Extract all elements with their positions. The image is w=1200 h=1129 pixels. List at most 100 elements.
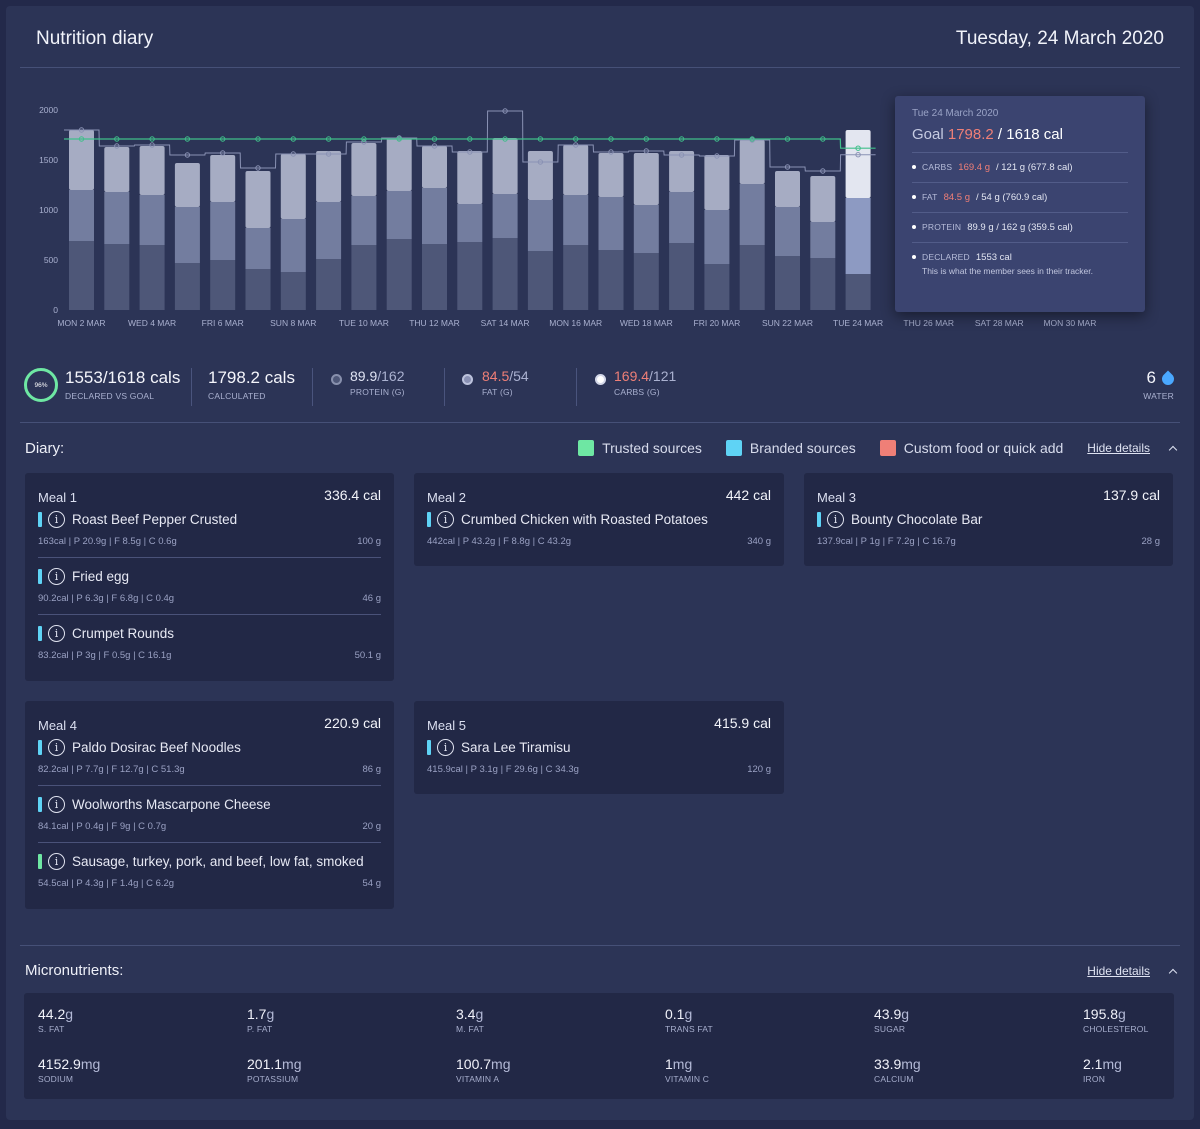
protein-dot-icon	[331, 374, 342, 385]
goal-line-point	[502, 136, 508, 142]
bar-segment-fat	[492, 194, 518, 238]
bar-segment-protein	[845, 274, 871, 310]
bullet-icon	[912, 195, 916, 199]
info-icon[interactable]: i	[48, 511, 65, 528]
declared-summary: 1553/1618 cals DECLARED VS GOAL	[65, 368, 180, 401]
x-tick-label: MON 2 MAR	[57, 318, 105, 328]
bar-segment-protein	[492, 238, 518, 310]
carbs-value: 169.4	[614, 368, 650, 384]
x-tick-label: THU 12 MAR	[409, 318, 460, 328]
micro-unit: mg	[1102, 1056, 1122, 1072]
chart-tooltip: Tue 24 March 2020 Goal 1798.2 / 1618 cal…	[895, 96, 1145, 312]
goal-line-point	[608, 136, 614, 142]
micro-unit: g	[1118, 1006, 1126, 1022]
carbs-dot-icon	[595, 374, 606, 385]
info-icon[interactable]: i	[48, 853, 65, 870]
info-icon[interactable]: i	[48, 625, 65, 642]
micro-label: M. FAT	[456, 1024, 484, 1034]
water-label: WATER	[1143, 391, 1174, 401]
tooltip-fat-row: FAT 84.5 g / 54 g (760.9 cal)	[912, 182, 1128, 203]
goal-line-point	[396, 136, 402, 142]
food-macros: 415.9cal | P 3.1g | F 29.6g | C 34.3g	[427, 764, 579, 775]
bar-segment-fat	[69, 190, 94, 241]
bar-segment-fat	[598, 197, 624, 250]
bar-segment-fat	[527, 200, 553, 251]
bar-segment-fat	[104, 192, 130, 244]
food-name: Crumpet Rounds	[72, 626, 175, 641]
trusted-source-marker	[38, 854, 42, 869]
chevron-up-icon[interactable]	[1168, 445, 1178, 454]
micro-hide-details-link[interactable]: Hide details	[1087, 964, 1150, 978]
food-item: i Woolworths Mascarpone Cheese 84.1cal | …	[38, 786, 381, 843]
food-name: Sausage, turkey, pork, and beef, low fat…	[72, 854, 364, 869]
bar-segment-protein	[527, 251, 553, 310]
goal-line	[64, 138, 876, 149]
calculated-summary: 1798.2 cals CALCULATED	[208, 368, 295, 401]
info-icon[interactable]: i	[437, 739, 454, 756]
daily-summary: 96% 1553/1618 cals DECLARED VS GOAL 1798…	[24, 364, 1177, 408]
food-weight: 50.1 g	[354, 650, 381, 661]
food-weight: 46 g	[362, 593, 382, 604]
bar-segment-protein	[775, 256, 800, 310]
bar-segment-carbs	[210, 155, 236, 202]
legend-custom-label: Custom food or quick add	[903, 440, 1064, 456]
food-name: Roast Beef Pepper Crusted	[72, 512, 238, 527]
bullet-icon	[912, 165, 916, 169]
carbs-goal: /121	[649, 368, 677, 384]
bar-segment-protein	[386, 239, 412, 310]
tooltip-declared-key: DECLARED	[922, 252, 970, 262]
food-macros: 54.5cal | P 4.3g | F 1.4g | C 6.2g	[38, 878, 175, 889]
bar-segment-fat	[563, 195, 589, 245]
food-macros: 84.1cal | P 0.4g | F 9g | C 0.7g	[38, 821, 167, 832]
bar-segment-fat	[810, 222, 836, 258]
goal-line-point	[255, 136, 261, 142]
x-tick-label: MON 16 MAR	[549, 318, 602, 328]
bar-segment-protein	[810, 258, 836, 310]
tooltip-goal-rest: / 1618 cal	[997, 126, 1063, 143]
bar-segment-fat	[845, 198, 871, 274]
bar-segment-carbs	[104, 147, 130, 192]
bar-segment-fat	[775, 207, 800, 256]
goal-line-point	[714, 136, 720, 142]
diary-hide-details-link[interactable]: Hide details	[1087, 441, 1150, 455]
micro-value: 1.7	[247, 1006, 267, 1022]
y-tick-label: 1000	[39, 205, 58, 215]
info-icon[interactable]: i	[48, 568, 65, 585]
calculated-label: CALCULATED	[208, 391, 266, 401]
diary-title: Diary:	[25, 440, 65, 457]
trusted-swatch	[578, 440, 595, 456]
info-icon[interactable]: i	[48, 796, 65, 813]
declared-line-point	[431, 143, 438, 149]
goal-line-point	[467, 136, 473, 142]
tooltip-carbs-key: CARBS	[922, 162, 953, 172]
meal-name: Meal 4	[38, 718, 78, 733]
micro-item: 2.1mg IRON	[1083, 1056, 1122, 1084]
bar-segment-carbs	[669, 151, 695, 192]
meal-calories: 415.9 cal	[714, 715, 771, 731]
food-weight: 54 g	[362, 878, 382, 889]
chevron-up-icon[interactable]	[1168, 968, 1178, 977]
declared-line-point	[114, 143, 120, 149]
branded-source-marker	[427, 512, 431, 527]
bar-segment-carbs	[845, 130, 871, 198]
meal-calories: 137.9 cal	[1103, 487, 1160, 503]
info-icon[interactable]: i	[437, 511, 454, 528]
meal-card-4: Meal 4 220.9 cal i Paldo Dosirac Beef Nood…	[25, 701, 394, 909]
branded-swatch	[725, 440, 742, 456]
meal-card-3: Meal 3 137.9 cal i Bounty Chocolate Bar 13…	[804, 473, 1173, 566]
bar-segment-carbs	[245, 171, 271, 228]
micro-label: VITAMIN A	[456, 1074, 500, 1084]
goal-line-point	[220, 136, 226, 142]
info-icon[interactable]: i	[48, 739, 65, 756]
declared-line-point	[184, 152, 191, 158]
info-icon[interactable]: i	[827, 511, 844, 528]
food-name: Paldo Dosirac Beef Noodles	[72, 740, 241, 755]
micro-value: 4152.9	[38, 1056, 81, 1072]
food-weight: 100 g	[357, 536, 381, 547]
tooltip-note: This is what the member sees in their tr…	[922, 266, 1094, 276]
bar-segment-fat	[422, 188, 447, 244]
bar-segment-fat	[210, 202, 236, 260]
bar-segment-carbs	[527, 151, 553, 200]
bar-segment-fat	[739, 184, 765, 245]
micro-label: CALCIUM	[874, 1074, 914, 1084]
